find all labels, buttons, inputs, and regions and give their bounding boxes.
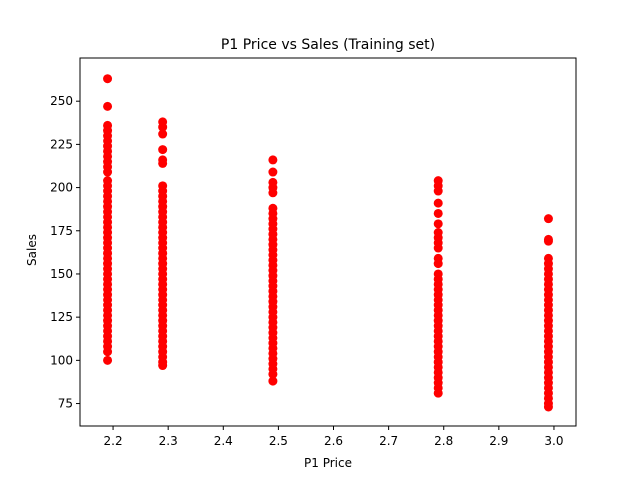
data-point bbox=[103, 347, 113, 357]
data-point bbox=[543, 214, 553, 224]
y-tick-label: 125 bbox=[50, 310, 73, 324]
x-tick-label: 2.4 bbox=[214, 434, 233, 448]
data-point bbox=[543, 236, 553, 246]
data-point bbox=[433, 186, 443, 196]
data-point bbox=[103, 167, 113, 177]
data-point bbox=[433, 243, 443, 253]
plot-area bbox=[80, 58, 576, 426]
x-tick-label: 3.0 bbox=[544, 434, 563, 448]
data-point bbox=[268, 155, 278, 165]
y-tick-label: 150 bbox=[50, 267, 73, 281]
data-point bbox=[433, 198, 443, 208]
data-point bbox=[433, 259, 443, 269]
data-point bbox=[268, 188, 278, 198]
y-tick-label: 75 bbox=[58, 397, 73, 411]
x-tick-label: 2.9 bbox=[489, 434, 508, 448]
data-point bbox=[268, 376, 278, 386]
x-axis-label: P1 Price bbox=[304, 456, 352, 470]
data-point bbox=[268, 167, 278, 177]
y-axis-ticks: 75 100 125 150 175 200 225 250 bbox=[50, 94, 80, 411]
y-tick-label: 200 bbox=[50, 181, 73, 195]
x-tick-label: 2.8 bbox=[434, 434, 453, 448]
y-axis-label: Sales bbox=[25, 234, 39, 266]
x-tick-label: 2.7 bbox=[379, 434, 398, 448]
data-point bbox=[103, 101, 113, 111]
data-point bbox=[433, 388, 443, 398]
data-point bbox=[433, 208, 443, 218]
data-point bbox=[433, 219, 443, 229]
data-points bbox=[103, 74, 553, 412]
x-tick-label: 2.3 bbox=[159, 434, 178, 448]
data-point bbox=[158, 129, 168, 139]
data-point bbox=[158, 361, 168, 371]
y-tick-label: 250 bbox=[50, 94, 73, 108]
y-tick-label: 175 bbox=[50, 224, 73, 238]
data-point bbox=[103, 74, 113, 84]
y-tick-label: 100 bbox=[50, 353, 73, 367]
data-point bbox=[268, 369, 278, 379]
y-tick-label: 225 bbox=[50, 137, 73, 151]
data-point bbox=[543, 402, 553, 412]
data-point bbox=[158, 145, 168, 155]
data-point bbox=[103, 355, 113, 365]
chart-title: P1 Price vs Sales (Training set) bbox=[221, 37, 435, 53]
data-point bbox=[158, 122, 168, 132]
plot-frame bbox=[79, 57, 577, 427]
x-tick-label: 2.2 bbox=[104, 434, 123, 448]
data-point bbox=[158, 158, 168, 168]
x-tick-label: 2.5 bbox=[269, 434, 288, 448]
x-axis-ticks: 2.2 2.3 2.4 2.5 2.6 2.7 2.8 2.9 3.0 bbox=[104, 426, 564, 448]
x-tick-label: 2.6 bbox=[324, 434, 343, 448]
